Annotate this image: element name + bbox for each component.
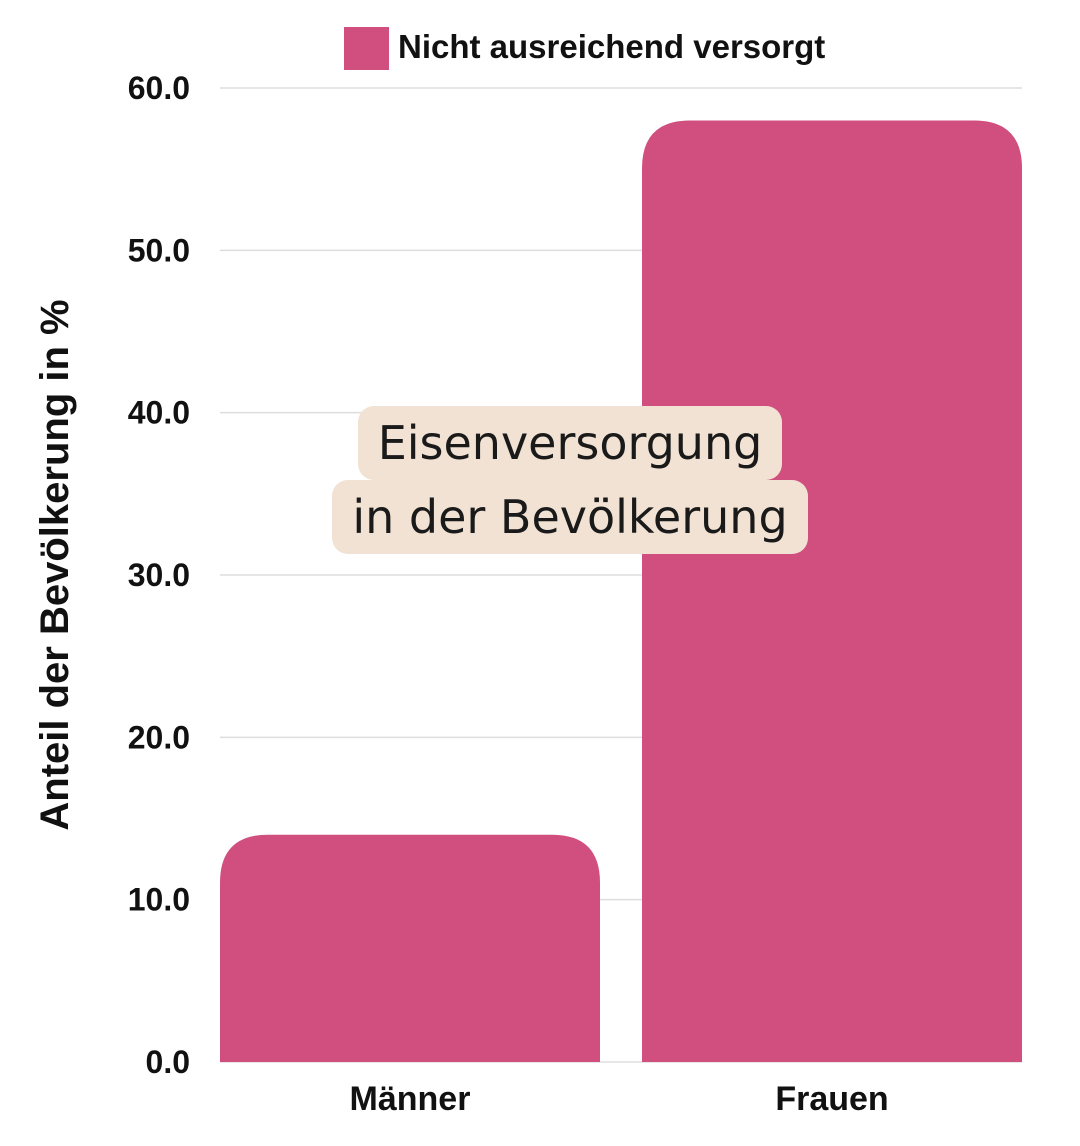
bars [220,120,1022,1062]
chart-title-line-2: in der Bevölkerung [332,480,808,554]
x-category-label: Männer [350,1080,471,1118]
y-tick-label: 10.0 [128,882,190,918]
bar-m-nner [220,834,600,1062]
chart-title: Eisenversorgung in der Bevölkerung [286,406,854,554]
chart-title-line-1: Eisenversorgung [357,406,783,480]
x-axis-categories: Männer Frauen [350,1080,889,1118]
legend-swatch [344,27,389,70]
x-category-label: Frauen [775,1080,888,1118]
legend: Nicht ausreichend versorgt [344,27,825,70]
y-tick-label: 30.0 [128,557,190,593]
y-tick-label: 50.0 [128,232,190,268]
y-tick-label: 0.0 [146,1044,190,1080]
bar-frauen [642,120,1022,1062]
y-tick-label: 20.0 [128,719,190,755]
y-tick-label: 60.0 [128,70,190,106]
y-axis-label: Anteil der Bevölkerung in % [33,299,77,830]
y-tick-label: 40.0 [128,395,190,431]
legend-label: Nicht ausreichend versorgt [398,28,825,65]
y-axis-ticks: 0.0 10.0 20.0 30.0 40.0 50.0 60.0 [128,70,190,1080]
